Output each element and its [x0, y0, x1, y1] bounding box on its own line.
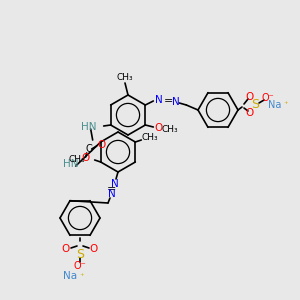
Text: Na: Na	[268, 100, 282, 110]
Text: O⁻: O⁻	[262, 93, 275, 103]
Text: Na: Na	[63, 271, 77, 281]
Text: =: =	[106, 184, 116, 194]
Text: O: O	[246, 92, 254, 102]
Text: CH₃: CH₃	[141, 134, 158, 142]
Text: O: O	[98, 140, 106, 150]
Text: N: N	[155, 95, 163, 105]
Text: O: O	[62, 244, 70, 254]
Text: S: S	[251, 98, 259, 110]
Text: ⁺: ⁺	[80, 272, 84, 280]
Text: O: O	[154, 123, 162, 133]
Text: CH₃: CH₃	[161, 125, 178, 134]
Text: O: O	[81, 153, 90, 163]
Text: ⁺: ⁺	[284, 100, 288, 109]
Text: O: O	[246, 108, 254, 118]
Text: C: C	[85, 144, 92, 154]
Text: CH₃: CH₃	[117, 74, 133, 82]
Text: S: S	[76, 248, 84, 260]
Text: O⁻: O⁻	[74, 261, 86, 271]
Text: =: =	[164, 96, 173, 106]
Text: HN: HN	[81, 122, 97, 132]
Text: N: N	[172, 97, 180, 107]
Text: N: N	[108, 189, 116, 199]
Text: CH₃: CH₃	[68, 154, 85, 164]
Text: O: O	[90, 244, 98, 254]
Text: HN: HN	[63, 159, 79, 169]
Text: N: N	[111, 179, 119, 189]
